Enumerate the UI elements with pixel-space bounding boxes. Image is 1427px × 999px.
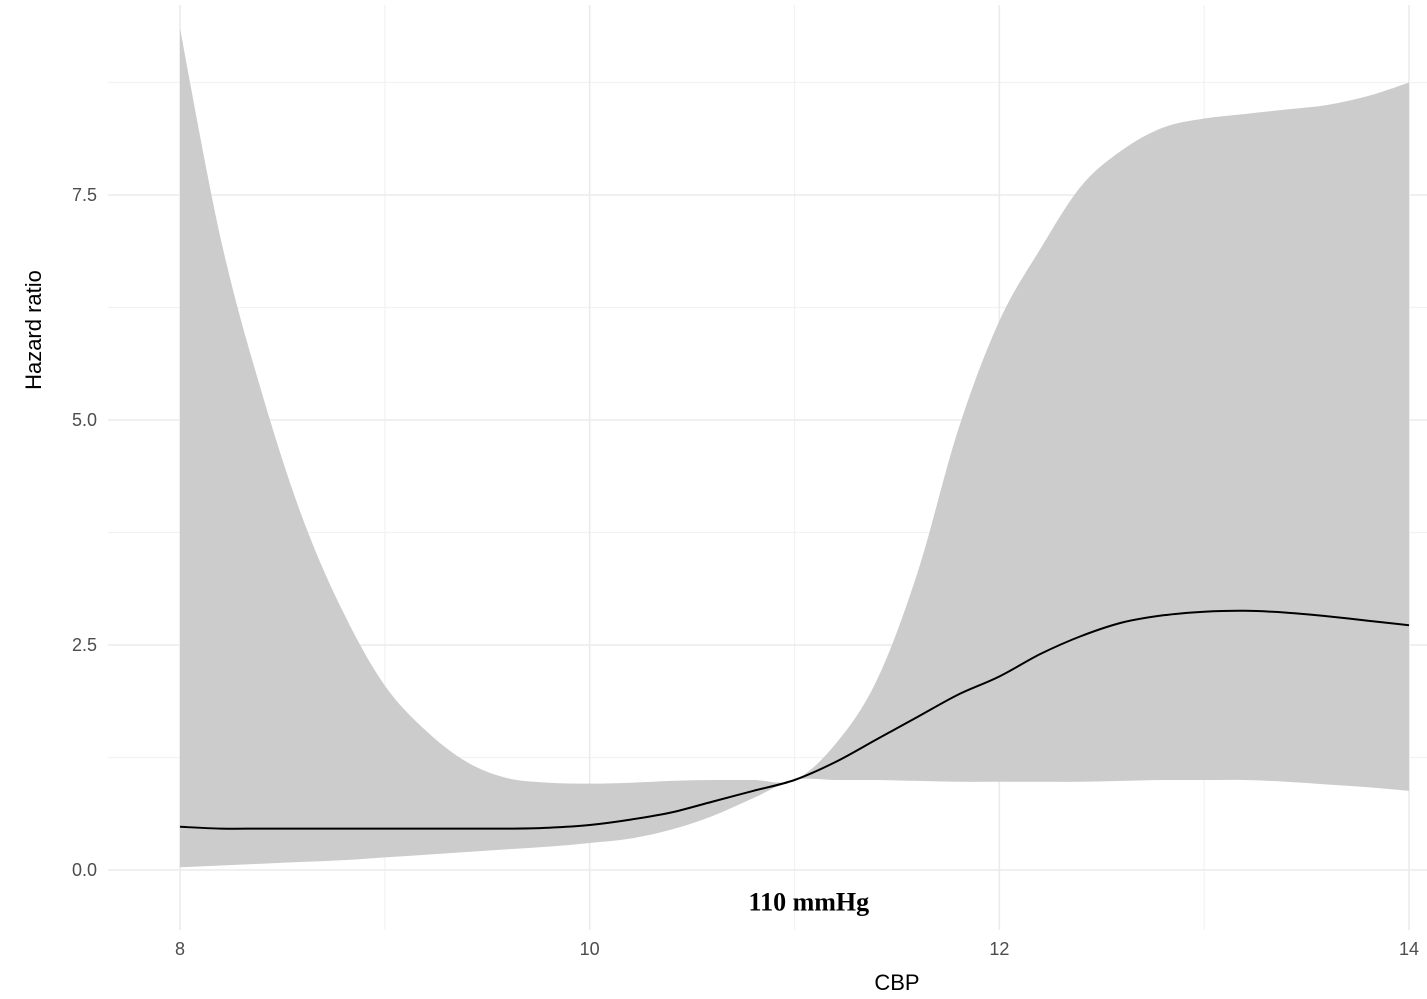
y-tick-label: 0.0 xyxy=(72,860,97,880)
x-axis-tick-labels: 8 10 12 14 xyxy=(175,939,1419,959)
annotation-label: 110 mmHg xyxy=(749,888,870,917)
x-tick-label: 14 xyxy=(1399,939,1419,959)
y-axis-tick-labels: 0.0 2.5 5.0 7.5 xyxy=(72,185,97,880)
confidence-band xyxy=(180,28,1409,868)
x-tick-label: 10 xyxy=(580,939,600,959)
x-tick-label: 8 xyxy=(175,939,185,959)
x-axis-title: CBP xyxy=(874,970,919,995)
x-tick-label: 12 xyxy=(989,939,1009,959)
y-tick-label: 7.5 xyxy=(72,185,97,205)
y-tick-label: 2.5 xyxy=(72,635,97,655)
y-axis-title: Hazard ratio xyxy=(21,270,46,390)
hazard-ratio-line xyxy=(179,609,1410,830)
y-tick-label: 5.0 xyxy=(72,410,97,430)
